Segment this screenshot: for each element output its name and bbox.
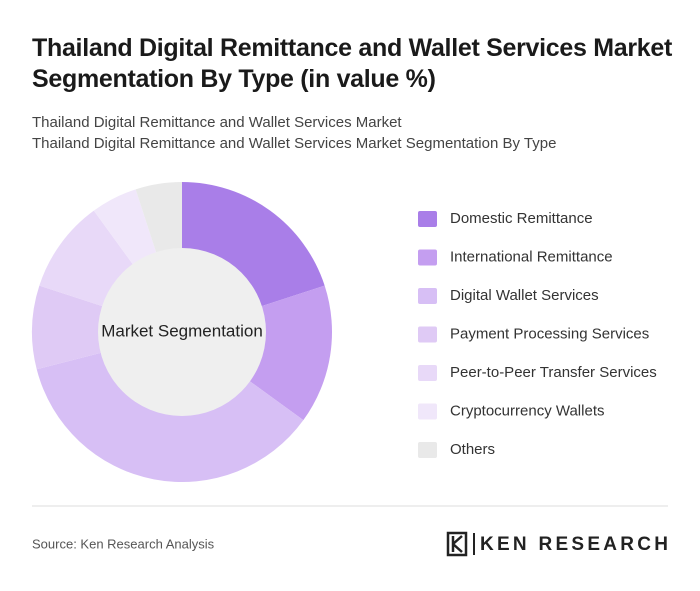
- brand: KEN RESEARCH: [480, 534, 668, 555]
- donut-hole: [98, 248, 266, 416]
- legend-swatch: [418, 326, 437, 343]
- legend-swatch: [418, 403, 437, 420]
- legend-label: International Remittance: [450, 248, 613, 265]
- legend-swatch: [418, 249, 437, 266]
- legend-swatch: [418, 288, 437, 304]
- source: Source: Ken Research Analysis: [32, 536, 215, 551]
- legend-label: Cryptocurrency Wallets: [450, 402, 604, 419]
- chart-title: Thailand Digital Remittance and Wallet S…: [32, 34, 673, 93]
- logo: [446, 531, 475, 557]
- subtitle: Thailand Digital Remittance and Wallet S…: [32, 114, 402, 131]
- legend-label: Domestic Remittance: [450, 210, 593, 227]
- legend-swatch: [418, 442, 437, 458]
- center-label: Market Segmentation: [101, 321, 263, 340]
- legend-label: Digital Wallet Services: [450, 287, 599, 304]
- legend-label: Others: [450, 441, 495, 458]
- subtitle: Thailand Digital Remittance and Wallet S…: [32, 135, 557, 152]
- legend-label: Payment Processing Services: [450, 325, 649, 342]
- legend-swatch: [418, 211, 437, 227]
- legend-label: Peer-to-Peer Transfer Services: [450, 364, 657, 381]
- legend-swatch: [418, 365, 437, 381]
